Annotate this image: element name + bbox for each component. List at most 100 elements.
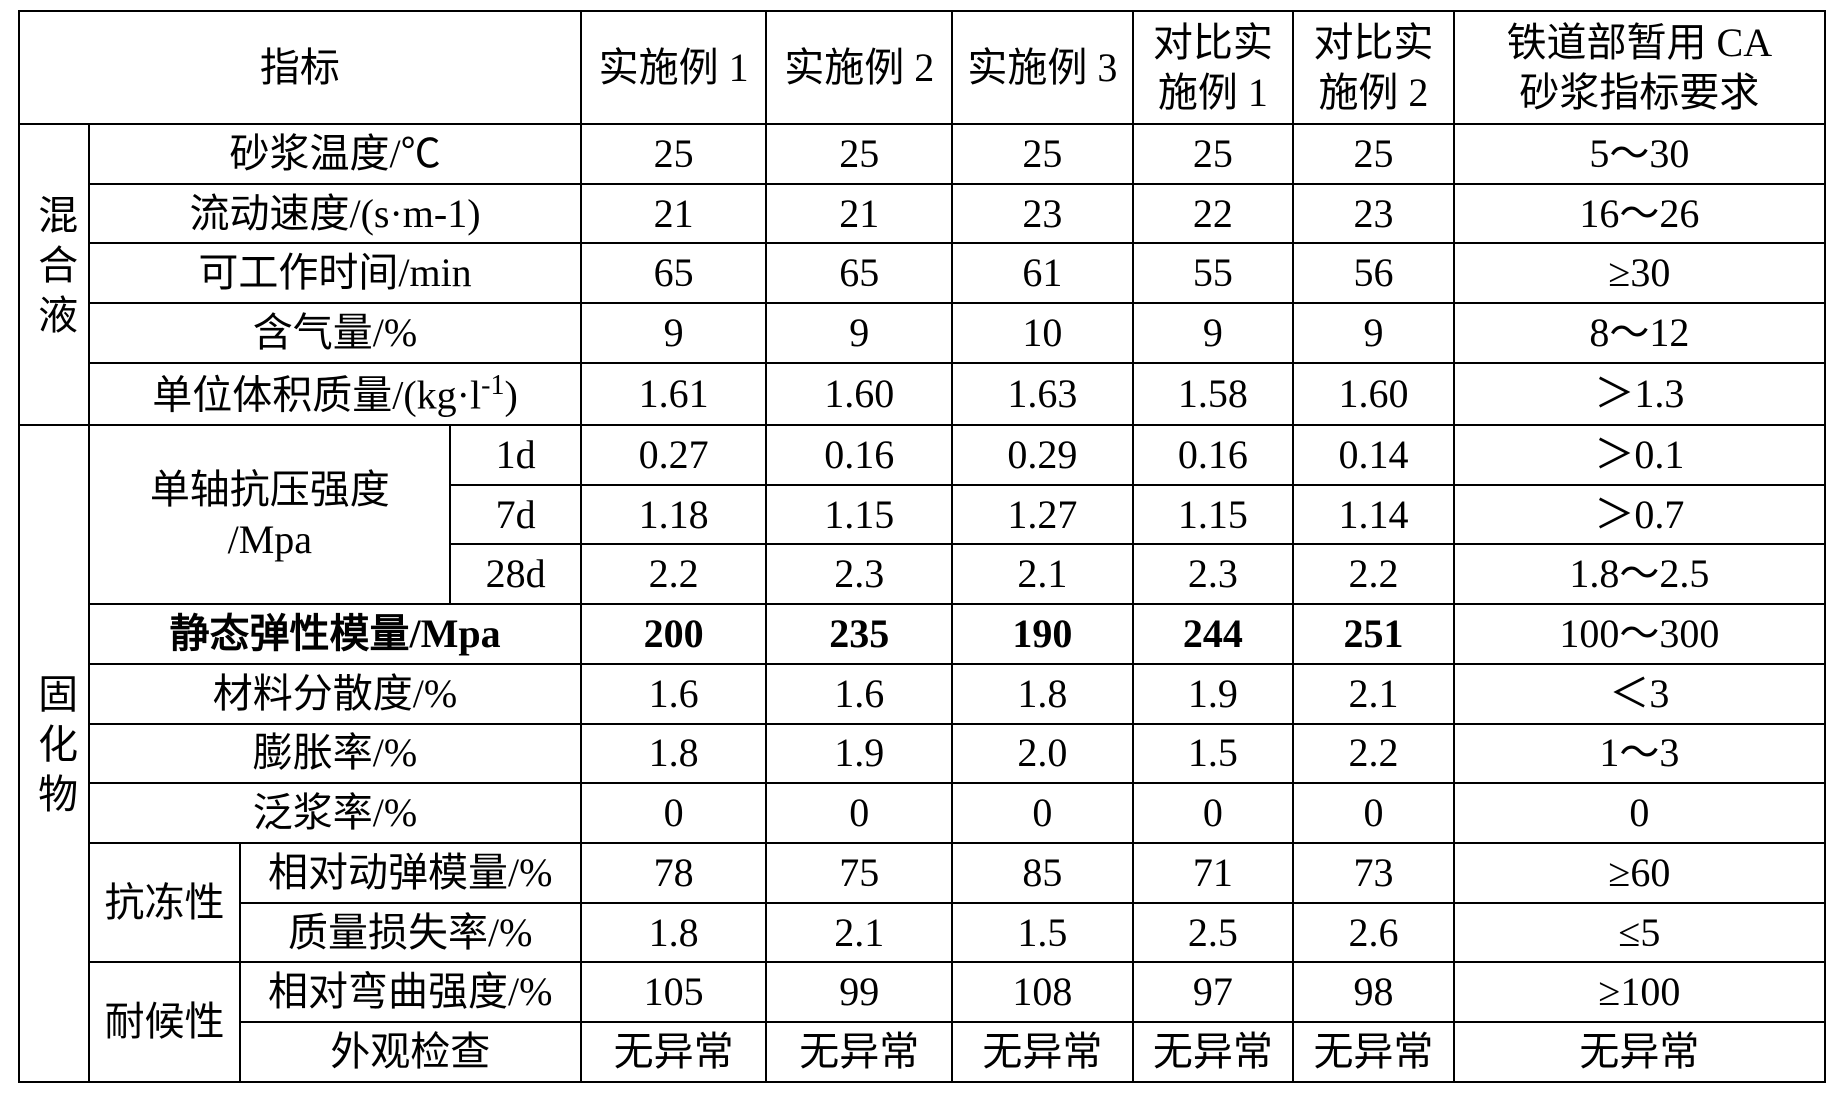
label-comp: 单轴抗压强度/Mpa (89, 425, 450, 604)
cell: 1.14 (1293, 485, 1454, 545)
label-weather-appear: 外观检查 (240, 1022, 581, 1082)
header-ex1: 实施例 1 (581, 11, 767, 124)
cell: 1.9 (1133, 664, 1294, 724)
cell: 1～3 (1454, 724, 1825, 784)
cell: 1.8～2.5 (1454, 544, 1825, 604)
header-ex2: 实施例 2 (766, 11, 952, 124)
row-dispersion: 材料分散度/% 1.6 1.6 1.8 1.9 2.1 ＜3 (19, 664, 1825, 724)
header-comp1: 对比实施例 1 (1133, 11, 1294, 124)
cell: 71 (1133, 843, 1294, 903)
cell: 无异常 (1293, 1022, 1454, 1082)
cell: 0.16 (1133, 425, 1294, 485)
data-table: 指标 实施例 1 实施例 2 实施例 3 对比实施例 1 对比实施例 2 铁道部… (18, 10, 1826, 1083)
cell: 55 (1133, 243, 1294, 303)
label-temp: 砂浆温度/℃ (89, 124, 581, 184)
cell: 78 (581, 843, 767, 903)
cell: 75 (766, 843, 952, 903)
header-row: 指标 实施例 1 实施例 2 实施例 3 对比实施例 1 对比实施例 2 铁道部… (19, 11, 1825, 124)
cell: 9 (1293, 303, 1454, 363)
header-comp2-b: 施例 2 (1318, 70, 1428, 115)
cell: 1.6 (766, 664, 952, 724)
cell: 85 (952, 843, 1133, 903)
cell: 23 (1293, 184, 1454, 244)
cell: 251 (1293, 604, 1454, 664)
cell: 0 (952, 783, 1133, 843)
cell: 10 (952, 303, 1133, 363)
cell: ＞0.7 (1454, 485, 1825, 545)
cell: 65 (581, 243, 767, 303)
header-req-a: 铁道部暂用 CA (1507, 20, 1773, 65)
cell: 2.1 (952, 544, 1133, 604)
cell: 2.0 (952, 724, 1133, 784)
cell: 1.5 (1133, 724, 1294, 784)
cell: 97 (1133, 962, 1294, 1022)
cell: 1.60 (766, 363, 952, 425)
header-comp2-a: 对比实 (1313, 20, 1433, 65)
cell: 25 (1293, 124, 1454, 184)
cell: 105 (581, 962, 767, 1022)
label-elastic: 静态弹性模量/Mpa (89, 604, 581, 664)
cell: 22 (1133, 184, 1294, 244)
group-solid: 固化物 (19, 425, 89, 1082)
row-frost-dyn: 抗冻性 相对动弹模量/% 78 75 85 71 73 ≥60 (19, 843, 1825, 903)
cell: 8～12 (1454, 303, 1825, 363)
cell: 9 (766, 303, 952, 363)
cell: 244 (1133, 604, 1294, 664)
cell: 190 (952, 604, 1133, 664)
cell: ≥60 (1454, 843, 1825, 903)
cell: ＜3 (1454, 664, 1825, 724)
cell: 2.2 (1293, 544, 1454, 604)
cell: 2.2 (581, 544, 767, 604)
cell: 1.27 (952, 485, 1133, 545)
cell: 2.3 (1133, 544, 1294, 604)
cell: 无异常 (766, 1022, 952, 1082)
cell: 9 (1133, 303, 1294, 363)
cell: 108 (952, 962, 1133, 1022)
cell: 25 (1133, 124, 1294, 184)
cell: 25 (766, 124, 952, 184)
header-indicator: 指标 (19, 11, 581, 124)
header-req: 铁道部暂用 CA 砂浆指标要求 (1454, 11, 1825, 124)
row-expand: 膨胀率/% 1.8 1.9 2.0 1.5 2.2 1～3 (19, 724, 1825, 784)
header-comp1-a: 对比实 (1153, 20, 1273, 65)
cell: 5～30 (1454, 124, 1825, 184)
cell: 1.8 (952, 664, 1133, 724)
cell: 73 (1293, 843, 1454, 903)
header-req-b: 砂浆指标要求 (1519, 70, 1759, 115)
row-density: 单位体积质量/(kg·l-1) 1.61 1.60 1.63 1.58 1.60… (19, 363, 1825, 425)
label-work: 可工作时间/min (89, 243, 581, 303)
cell: 56 (1293, 243, 1454, 303)
label-frost-mass: 质量损失率/% (240, 903, 581, 963)
label-frost: 抗冻性 (89, 843, 240, 962)
label-1d: 1d (450, 425, 580, 485)
cell: 1.15 (766, 485, 952, 545)
label-weather-bend: 相对弯曲强度/% (240, 962, 581, 1022)
row-flow: 流动速度/(s·m-1) 21 21 23 22 23 16～26 (19, 184, 1825, 244)
cell: 1.60 (1293, 363, 1454, 425)
cell: 2.3 (766, 544, 952, 604)
cell: 61 (952, 243, 1133, 303)
cell: 25 (952, 124, 1133, 184)
header-comp1-b: 施例 1 (1158, 70, 1268, 115)
cell: 21 (766, 184, 952, 244)
label-bleed: 泛浆率/% (89, 783, 581, 843)
cell: 1.61 (581, 363, 767, 425)
cell: 99 (766, 962, 952, 1022)
group-mix: 混合液 (19, 124, 89, 425)
row-frost-mass: 质量损失率/% 1.8 2.1 1.5 2.5 2.6 ≤5 (19, 903, 1825, 963)
cell: 1.6 (581, 664, 767, 724)
row-air: 含气量/% 9 9 10 9 9 8～12 (19, 303, 1825, 363)
cell: 2.5 (1133, 903, 1294, 963)
label-7d: 7d (450, 485, 580, 545)
label-expand: 膨胀率/% (89, 724, 581, 784)
cell: 0 (1454, 783, 1825, 843)
cell: 65 (766, 243, 952, 303)
cell: 0.29 (952, 425, 1133, 485)
cell: 0 (581, 783, 767, 843)
cell: 23 (952, 184, 1133, 244)
cell: ≥100 (1454, 962, 1825, 1022)
label-density: 单位体积质量/(kg·l-1) (89, 363, 581, 425)
row-comp-1d: 固化物 单轴抗压强度/Mpa 1d 0.27 0.16 0.29 0.16 0.… (19, 425, 1825, 485)
cell: 1.58 (1133, 363, 1294, 425)
label-frost-dyn: 相对动弹模量/% (240, 843, 581, 903)
